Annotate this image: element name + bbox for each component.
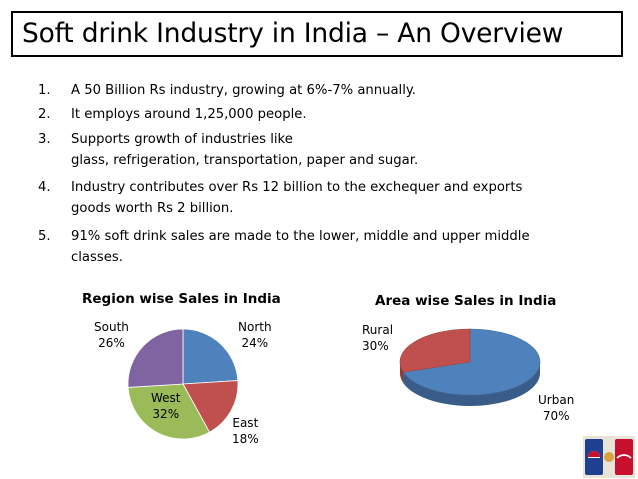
pie-label-urban: Urban 70% [538, 392, 574, 424]
pie-slice-east [182, 380, 239, 433]
area-chart-title: Area wise Sales in India [375, 293, 557, 309]
pie-slice-west [127, 383, 211, 440]
item-text: goods worth Rs 2 billion. [71, 201, 234, 216]
value-label: 26% [98, 336, 125, 350]
item-number: 5. [38, 229, 51, 244]
pie-slice-south [127, 328, 184, 388]
pie-label-south: South 26% [94, 319, 129, 351]
category-label: West [151, 391, 181, 405]
pepsi-vs-coca-cola-logo [583, 436, 635, 478]
pie-slice-north [182, 328, 239, 385]
item-text: 91% soft drink sales are made to the low… [71, 229, 530, 244]
value-label: 18% [232, 432, 259, 446]
item-text: Industry contributes over Rs 12 billion … [71, 180, 523, 195]
region-chart-title: Region wise Sales in India [82, 291, 281, 307]
item-text: Supports growth of industries like [71, 132, 293, 147]
item-number: 2. [38, 107, 51, 122]
item-text: It employs around 1,25,000 people. [71, 107, 307, 122]
pepsi-globe-blue [588, 458, 600, 464]
category-label: Rural [362, 323, 394, 337]
pie-slice-urban [402, 328, 541, 396]
item-number: 1. [38, 83, 51, 98]
vs-badge [604, 452, 614, 462]
item-number: 4. [38, 180, 51, 195]
bullet-list: 1. A 50 Billion Rs industry, growing at … [38, 83, 530, 265]
value-label: 24% [241, 336, 269, 350]
pie-label-north: North 24% [238, 319, 272, 351]
pie-label-west: West 32% [151, 390, 181, 422]
item-text: classes. [71, 250, 123, 265]
category-label: East [232, 416, 259, 430]
item-text: A 50 Billion Rs industry, growing at 6%-… [71, 83, 416, 98]
value-label: 30% [362, 339, 389, 353]
coke-can [615, 439, 633, 475]
item-text: glass, refrigeration, transportation, pa… [71, 153, 419, 168]
pepsi-globe-red [588, 451, 600, 457]
pie-label-rural: Rural 30% [362, 322, 393, 354]
value-label: 70% [542, 409, 570, 423]
item-number: 3. [38, 132, 51, 147]
pie-side-urban [403, 362, 540, 406]
title-frame [11, 11, 623, 57]
category-label: Urban [538, 393, 575, 407]
coke-ribbon [616, 454, 632, 459]
pie-label-east: East 18% [232, 415, 259, 447]
category-label: South [94, 320, 129, 334]
pie-slice-rural [399, 328, 471, 373]
slide-title: Soft drink Industry in India – An Overvi… [22, 18, 564, 49]
value-label: 32% [152, 407, 180, 421]
category-label: North [238, 320, 272, 334]
